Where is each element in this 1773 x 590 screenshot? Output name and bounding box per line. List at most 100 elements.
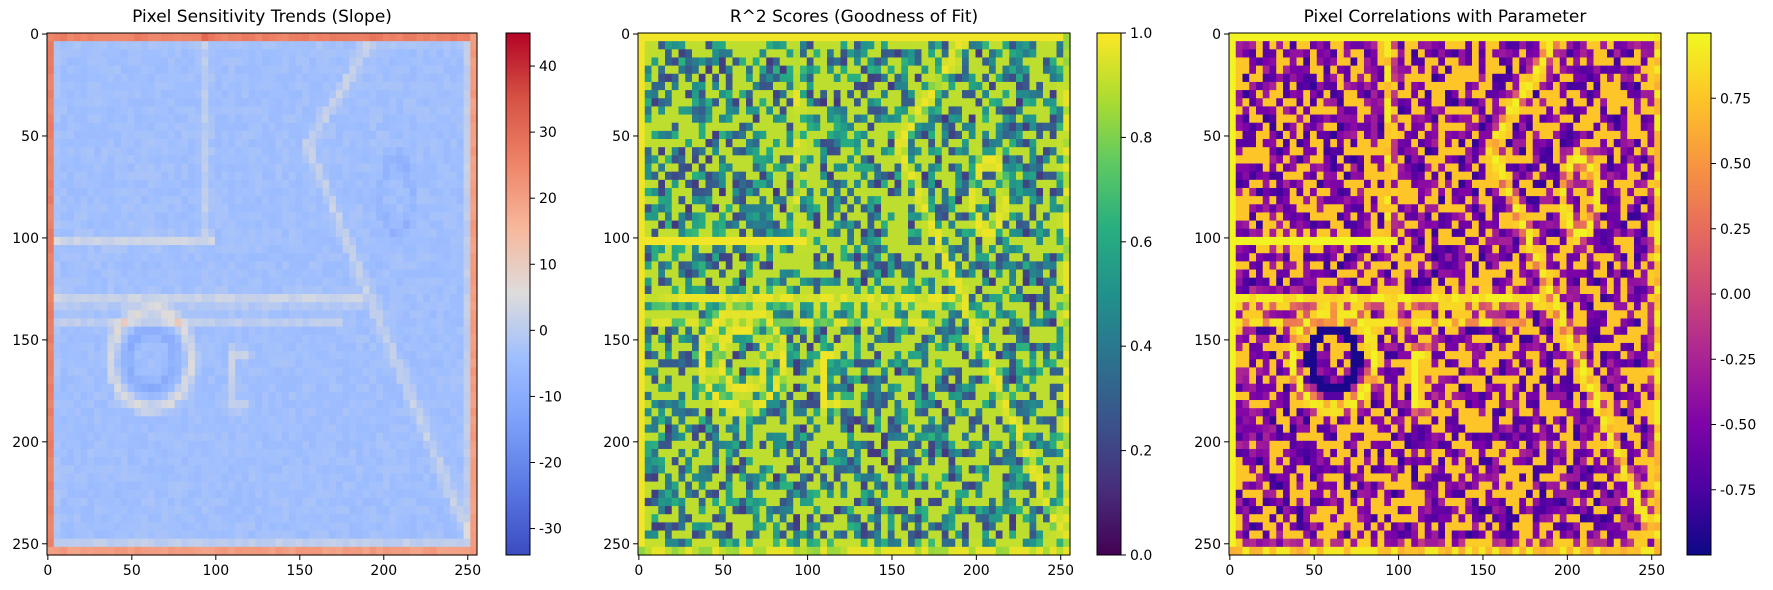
heatmap-cell [208, 155, 216, 165]
heatmap-cell [161, 342, 169, 352]
heatmap-cell [766, 90, 774, 99]
heatmap-cell [288, 391, 297, 401]
heatmap-cell [1029, 98, 1037, 108]
heatmap-cell [382, 514, 391, 523]
heatmap-cell [194, 383, 203, 393]
heatmap-cell [376, 465, 384, 475]
heatmap-cell [416, 432, 424, 442]
heatmap-cell [644, 41, 653, 50]
heatmap-cell [194, 489, 203, 499]
heatmap-cell [47, 318, 55, 328]
heatmap-cell [154, 489, 162, 499]
heatmap-cell [94, 424, 102, 434]
heatmap-cell [114, 204, 122, 214]
heatmap-cell [67, 546, 75, 556]
heatmap-cell [47, 351, 55, 360]
heatmap-cell [288, 514, 297, 523]
heatmap-cell [248, 220, 256, 230]
heatmap-cell [120, 359, 129, 369]
heatmap-cell [349, 400, 357, 409]
heatmap-cell [181, 326, 189, 336]
heatmap-cell [309, 546, 317, 556]
heatmap-cell [94, 416, 102, 426]
heatmap-cell [470, 440, 478, 450]
x-tick-label: 250 [454, 563, 481, 579]
heatmap-cell [322, 285, 330, 295]
heatmap-cell [382, 359, 391, 369]
heatmap-cell [342, 73, 350, 83]
heatmap-cell [416, 204, 424, 214]
heatmap-cell [262, 546, 270, 556]
heatmap-cell [342, 383, 350, 393]
heatmap-cell [369, 400, 377, 409]
heatmap-cell [100, 228, 109, 238]
heatmap-cell [194, 98, 203, 108]
heatmap-cell [67, 310, 75, 320]
heatmap-cell [416, 351, 424, 360]
heatmap-cell [1009, 81, 1017, 91]
heatmap-cell [456, 473, 465, 483]
heatmap-cell [120, 269, 129, 279]
heatmap-cell [47, 65, 55, 75]
heatmap-cell [60, 310, 68, 320]
heatmap-cell [201, 261, 209, 271]
heatmap-cell [732, 73, 740, 83]
heatmap-cell [47, 179, 55, 189]
heatmap-cell [282, 261, 290, 271]
heatmap-cell [382, 228, 391, 238]
heatmap-cell [80, 155, 88, 165]
heatmap-cell [174, 196, 182, 205]
heatmap-cell [241, 204, 250, 214]
heatmap-cell [255, 114, 263, 124]
heatmap-cell [268, 432, 277, 442]
heatmap-cell [174, 41, 182, 50]
heatmap-cell [806, 49, 815, 59]
heatmap-cell [382, 546, 391, 556]
heatmap-cell [335, 212, 344, 222]
heatmap-cell [268, 334, 277, 344]
heatmap-cell [295, 65, 303, 75]
heatmap-cell [208, 538, 216, 548]
heatmap-cell [174, 294, 182, 303]
heatmap-cell [53, 33, 62, 42]
heatmap-cell [147, 400, 156, 409]
heatmap-cell [935, 114, 943, 124]
heatmap-cell [302, 432, 310, 442]
heatmap-cell [87, 538, 95, 548]
heatmap-cell [362, 49, 371, 59]
heatmap-cell [214, 391, 223, 401]
heatmap-cell [423, 351, 431, 360]
heatmap-cell [194, 81, 203, 91]
heatmap-cell [766, 73, 774, 83]
heatmap-cell [356, 41, 364, 50]
heatmap-cell [443, 106, 451, 116]
heatmap-cell [349, 310, 357, 320]
heatmap-cell [53, 114, 62, 124]
heatmap-cell [376, 375, 384, 385]
heatmap-cell [201, 408, 209, 417]
heatmap-cell [349, 375, 357, 385]
heatmap-cell [100, 351, 109, 360]
heatmap-cell [60, 481, 68, 491]
heatmap-cell [188, 530, 196, 540]
heatmap-cell [463, 41, 471, 50]
heatmap-cell [235, 57, 243, 67]
heatmap-cell [315, 261, 324, 271]
heatmap-cell [975, 90, 983, 99]
heatmap-cell [87, 269, 95, 279]
heatmap [638, 33, 1071, 556]
heatmap-cell [241, 269, 250, 279]
heatmap-cell [181, 204, 189, 214]
heatmap-cell [356, 269, 364, 279]
heatmap-cell [201, 139, 209, 148]
heatmap-cell [255, 424, 263, 434]
heatmap-cell [228, 351, 236, 360]
heatmap-cell [241, 432, 250, 442]
heatmap-cell [416, 41, 424, 50]
heatmap-cell [94, 334, 102, 344]
heatmap-cell [275, 130, 283, 140]
heatmap-cell [114, 41, 122, 50]
heatmap-cell [241, 546, 250, 556]
heatmap-cell [107, 326, 115, 336]
heatmap-cell [188, 236, 196, 246]
